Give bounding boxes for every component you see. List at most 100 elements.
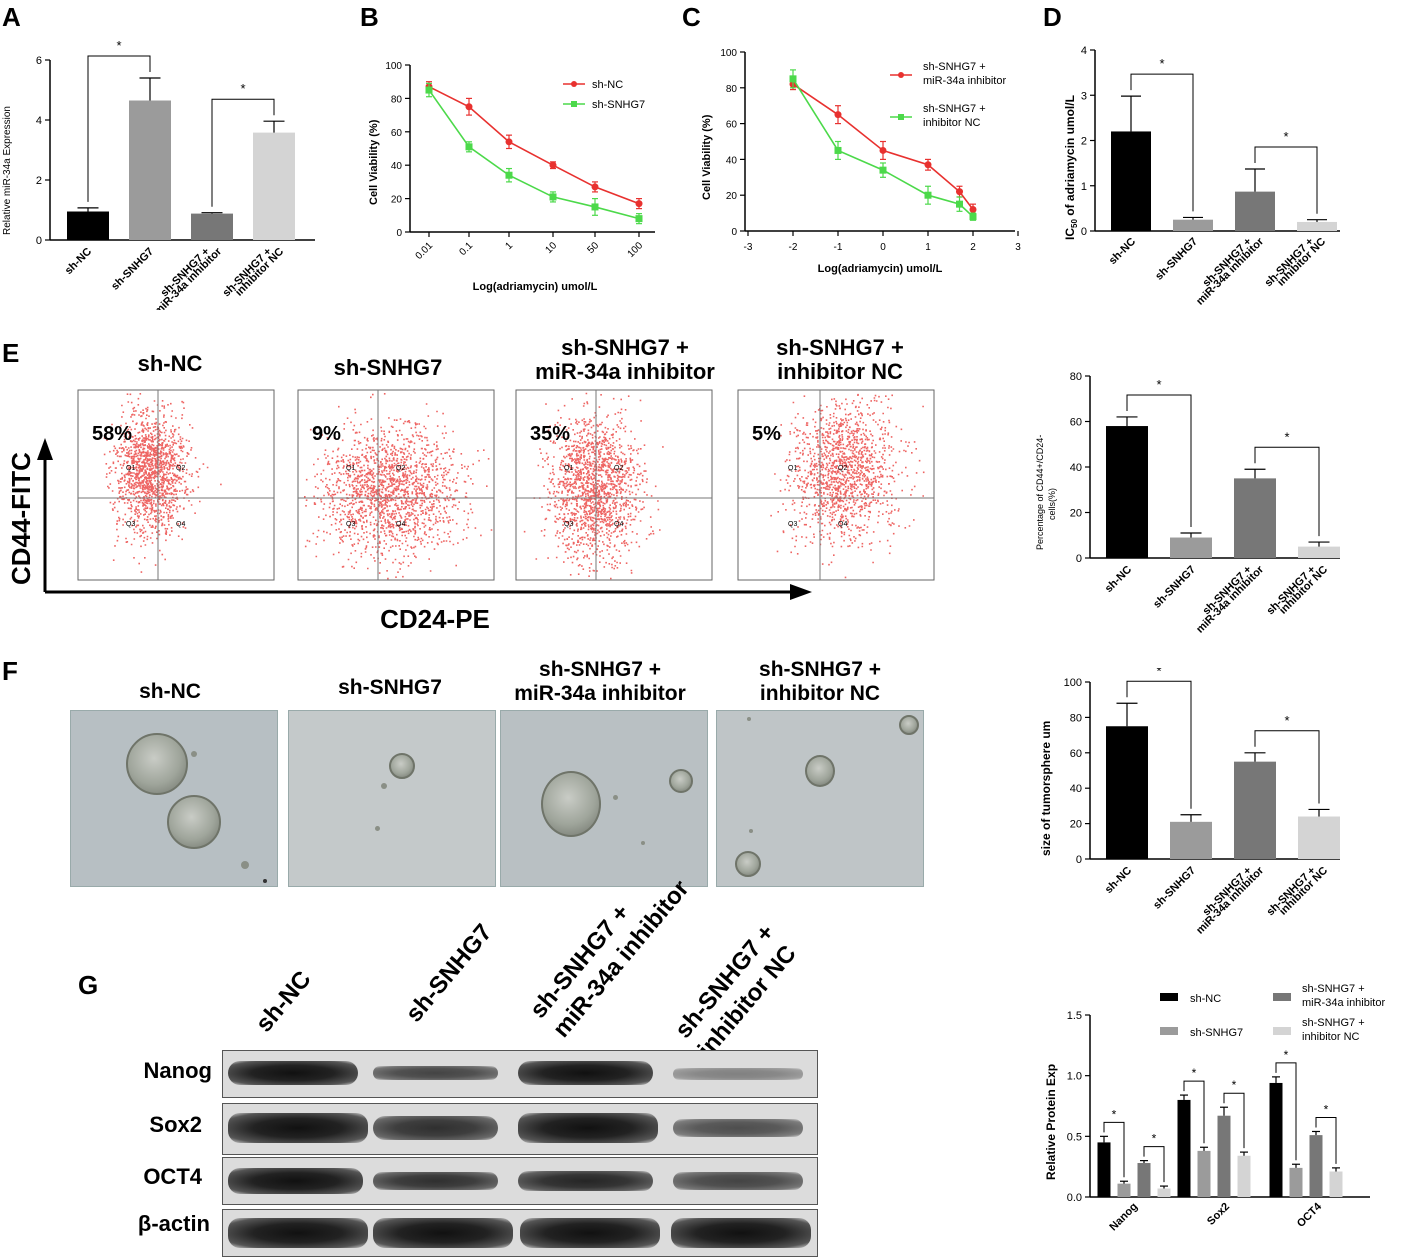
chart-f-ytick-1: 20 bbox=[1070, 819, 1082, 831]
flow-q4-2: Q4 bbox=[614, 521, 623, 528]
flow-panels: Q1 Q2 Q3 Q4 58% Q1 Q2 Q3 Q4 9% Q1 Q2 Q3 Q4 35% Q1 Q2 Q3 Q4… bbox=[6, 389, 935, 634]
chart-d-ytick-1: 1 bbox=[1081, 181, 1087, 193]
chart-b-series-0 bbox=[428, 85, 640, 205]
flow-q4-1: Q4 bbox=[396, 521, 405, 528]
chart-c-ylabel: Cell Viability (%) bbox=[701, 114, 713, 200]
flow-title-3: sh-SNHG7 + miR-34a inhibitor bbox=[535, 335, 715, 384]
chart-e-bar-0 bbox=[1106, 426, 1148, 558]
sphere-title-1: sh-NC bbox=[139, 680, 201, 703]
flow-q1-0: Q1 bbox=[126, 465, 135, 472]
chart-d-xlabel-1: sh-NC bbox=[1107, 236, 1138, 267]
chart-g-bar-2-2 bbox=[1309, 1135, 1323, 1197]
chart-b-point-1-2 bbox=[505, 171, 513, 179]
panel-letter-c: C bbox=[682, 2, 701, 32]
blot-oct4 bbox=[222, 1157, 818, 1205]
chart-g-sig-star-1-1: * bbox=[1232, 1078, 1237, 1092]
chart-f-sig-star-1: * bbox=[1284, 713, 1289, 728]
chart-b-point-0-2 bbox=[505, 138, 513, 146]
chart-b: Cell Viability (%) 0 20 40 60 80 100 0.01 0.1 1 1… bbox=[368, 61, 655, 293]
chart-b-legend-1: sh-NC bbox=[592, 79, 623, 91]
flow-q1-2: Q1 bbox=[564, 465, 573, 472]
chart-c-xlabel: Log(adriamycin) umol/L bbox=[818, 263, 943, 275]
chart-a-xlabel-1: sh-NC bbox=[63, 246, 94, 277]
chart-g-sig-star-0-0: * bbox=[1112, 1107, 1117, 1121]
chart-c-ytick-2: 40 bbox=[726, 155, 738, 166]
flow-plot-0 bbox=[77, 389, 275, 581]
chart-g-bar-0-2 bbox=[1137, 1163, 1151, 1197]
chart-c-xtick-6: 3 bbox=[1015, 242, 1021, 253]
chart-g-xlabel-2: Sox2 bbox=[1205, 1201, 1232, 1228]
chart-f-sig-star-0: * bbox=[1156, 668, 1161, 678]
chart-c-ytick-1: 20 bbox=[726, 191, 738, 202]
chart-g-legend-1: sh-NC bbox=[1190, 993, 1221, 1005]
chart-b-ylabel: Cell Viability (%) bbox=[368, 119, 380, 205]
chart-c-legend-1a: sh-SNHG7 + bbox=[923, 61, 986, 73]
chart-b-ytick-4: 80 bbox=[391, 94, 403, 105]
chart-b-xtick-2: 1 bbox=[503, 240, 515, 252]
chart-g-bar-0-1 bbox=[1117, 1183, 1131, 1197]
chart-f: size of tumorsphere um 0 20 40 60 80 100 * * s… bbox=[1039, 668, 1340, 937]
blot-label-actin: β-actin bbox=[137, 1211, 210, 1236]
chart-c-xtick-5: 2 bbox=[970, 242, 976, 253]
tumorsphere-image-1 bbox=[70, 710, 278, 887]
chart-c-xtick-3: 0 bbox=[880, 242, 886, 253]
chart-b-xtick-3: 10 bbox=[543, 240, 559, 256]
flow-percent-1: 9% bbox=[312, 423, 341, 445]
flow-dots-2 bbox=[523, 392, 664, 580]
chart-b-series-1 bbox=[428, 89, 640, 220]
panel-letter-e: E bbox=[2, 338, 20, 368]
chart-b-legend-2: sh-SNHG7 bbox=[592, 99, 645, 111]
flow-plot-1 bbox=[297, 389, 495, 581]
chart-b-xtick-1: 0.1 bbox=[458, 240, 476, 258]
chart-g: Relative Protein Exp 0.0 0.5 1.0 1.5 * * * * * *… bbox=[1044, 983, 1385, 1233]
chart-e-bar-3 bbox=[1298, 546, 1340, 558]
chart-c-point-0-3 bbox=[924, 161, 932, 169]
flow-q1-1: Q1 bbox=[346, 465, 355, 472]
chart-e-sig-star-1: * bbox=[1284, 429, 1289, 444]
chart-c-ytick-5: 100 bbox=[720, 48, 737, 59]
chart-c-legend-2b: inhibitor NC bbox=[923, 117, 981, 129]
chart-d-ylabel: IC50 of adriamycin umol/L bbox=[1063, 95, 1079, 240]
chart-a-ytick-3: 6 bbox=[36, 55, 42, 67]
chart-g-ytick-1: 0.5 bbox=[1067, 1131, 1082, 1143]
chart-f-bar-0 bbox=[1106, 726, 1148, 859]
tumorsphere-image-4 bbox=[716, 710, 924, 887]
lane-label-2: sh-SNHG7 bbox=[400, 919, 498, 1028]
flow-q3-3: Q3 bbox=[788, 521, 797, 528]
flow-percent-3: 5% bbox=[752, 423, 781, 445]
sphere-1a bbox=[126, 733, 188, 795]
flow-xaxis-label: CD24-PE bbox=[380, 604, 490, 634]
flow-q2-2: Q2 bbox=[614, 465, 623, 472]
chart-g-bar-1-1 bbox=[1197, 1150, 1211, 1197]
chart-f-xlabel-1: sh-NC bbox=[1103, 865, 1134, 896]
chart-g-bar-2-3 bbox=[1329, 1171, 1343, 1197]
chart-d-ytick-0: 0 bbox=[1081, 226, 1087, 238]
flow-yaxis-label: CD44-FITC bbox=[6, 452, 36, 585]
sphere-4a bbox=[805, 755, 835, 787]
chart-b-ytick-5: 100 bbox=[385, 61, 402, 72]
blot-label-nanog: Nanog bbox=[143, 1058, 212, 1083]
flow-q1-3: Q1 bbox=[788, 465, 797, 472]
chart-a-xlabel-3b: miR-34a inhibitor bbox=[152, 245, 225, 310]
chart-b-point-0-4 bbox=[591, 183, 599, 191]
chart-b-ytick-3: 60 bbox=[391, 128, 403, 139]
sphere-3b bbox=[669, 769, 693, 793]
chart-c-point-1-2 bbox=[879, 166, 887, 174]
chart-c-legend-1b: miR-34a inhibitor bbox=[923, 75, 1006, 87]
tumorsphere-image-3 bbox=[500, 710, 708, 887]
chart-e-bar-1 bbox=[1170, 537, 1212, 558]
chart-b-xtick-4: 50 bbox=[585, 240, 601, 256]
flow-title-4: sh-SNHG7 + inhibitor NC bbox=[776, 335, 904, 384]
chart-f-ytick-0: 0 bbox=[1076, 854, 1082, 866]
chart-g-xlabel-3: OCT4 bbox=[1295, 1200, 1325, 1230]
chart-g-ylabel: Relative Protein Exp bbox=[1044, 1064, 1058, 1180]
chart-f-ytick-2: 40 bbox=[1070, 783, 1082, 795]
chart-f-xlabel-3b: miR-34a inhibitor bbox=[1194, 864, 1267, 937]
chart-f-ylabel: size of tumorsphere um bbox=[1039, 721, 1053, 856]
chart-a-ytick-0: 0 bbox=[36, 235, 42, 247]
chart-d-ytick-4: 4 bbox=[1081, 45, 1087, 57]
chart-g-sig-star-0-1: * bbox=[1152, 1132, 1157, 1146]
sphere-title-2: sh-SNHG7 bbox=[338, 676, 442, 699]
chart-b-ytick-0: 0 bbox=[396, 228, 402, 239]
chart-g-legend-3b: miR-34a inhibitor bbox=[1302, 997, 1385, 1009]
